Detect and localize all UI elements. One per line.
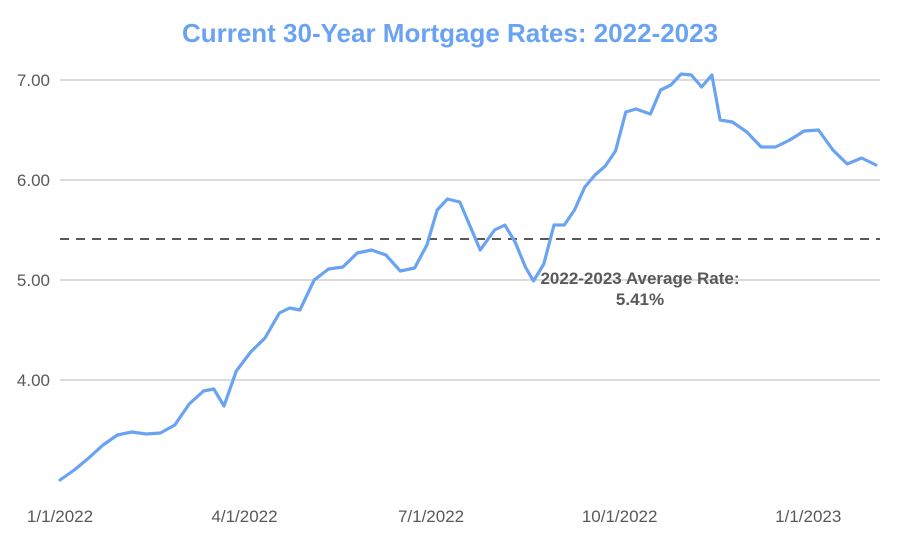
chart-container: Current 30-Year Mortgage Rates: 2022-202… [0, 0, 900, 557]
y-axis-tick-label: 6.00 [17, 171, 50, 191]
x-axis-tick-label: 4/1/2022 [205, 507, 285, 527]
x-axis-tick-label: 1/1/2022 [20, 507, 100, 527]
y-axis-tick-label: 4.00 [17, 371, 50, 391]
average-rate-annotation: 2022-2023 Average Rate: 5.41% [540, 268, 739, 311]
x-axis-tick-label: 1/1/2023 [768, 507, 848, 527]
x-axis-tick-label: 7/1/2022 [391, 507, 471, 527]
y-axis-tick-label: 7.00 [17, 71, 50, 91]
chart-svg [0, 0, 900, 557]
y-axis-tick-label: 5.00 [17, 271, 50, 291]
x-axis-tick-label: 10/1/2022 [580, 507, 660, 527]
